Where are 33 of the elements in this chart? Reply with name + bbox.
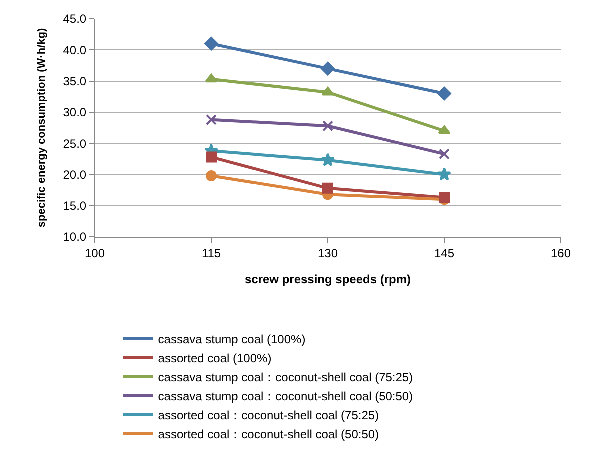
legend-label: assorted coal：coconut-shell coal (50:50) <box>158 427 380 442</box>
y-tick-label: 40.0 <box>63 43 87 58</box>
point <box>321 153 335 166</box>
y-tick-label: 35.0 <box>63 74 87 88</box>
point <box>439 148 450 160</box>
point <box>321 62 335 76</box>
y-tick-label: 20.0 <box>63 168 87 182</box>
point <box>206 152 217 163</box>
legend-label: cassava stump coal：coconut-shell coal (75:25) <box>158 370 414 384</box>
x-tick-label: 145 <box>434 246 455 260</box>
y-tick-label: 15.0 <box>63 199 87 214</box>
point <box>322 182 334 194</box>
point <box>205 74 218 83</box>
point <box>438 86 452 101</box>
point <box>206 114 217 126</box>
x-tick-label: 115 <box>202 246 222 260</box>
x-tick-label: 160 <box>550 246 572 260</box>
legend-label: cassava stump coal (100%) <box>158 332 306 346</box>
y-tick-label: 10.0 <box>63 230 87 244</box>
legend-label: cassava stump coal：coconut-shell coal (50:50) <box>158 389 414 404</box>
point <box>438 167 452 181</box>
legend-label: assorted coal (100%) <box>158 351 272 366</box>
y-tick-label: 45.0 <box>63 12 87 26</box>
x-tick-label: 100 <box>84 246 106 260</box>
x-tick-label: 130 <box>318 246 338 260</box>
y-tick-label: 25.0 <box>63 136 87 151</box>
point <box>322 120 334 132</box>
legend-label: assorted coal：coconut-shell coal (75:25) <box>158 408 380 422</box>
point <box>204 37 218 51</box>
y-tick-label: 30.0 <box>63 106 87 120</box>
y-axis-title: specific energy consumption (W·h/kg) <box>36 28 48 228</box>
x-axis-title: screw pressing speeds (rpm) <box>244 272 412 286</box>
point <box>206 170 217 182</box>
